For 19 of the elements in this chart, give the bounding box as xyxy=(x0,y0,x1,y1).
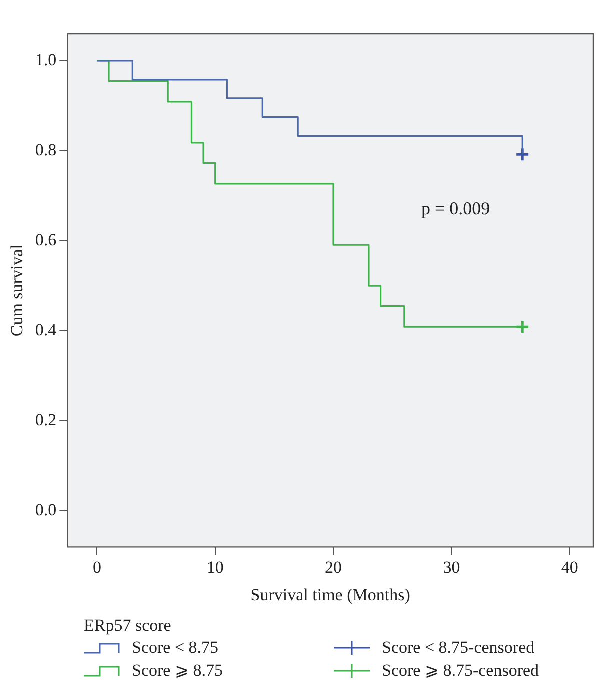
x-axis-title: Survival time (Months) xyxy=(250,585,410,604)
y-tick-label: 0.6 xyxy=(35,230,57,250)
x-tick-label: 20 xyxy=(325,558,342,577)
y-tick-label: 0.8 xyxy=(35,140,57,160)
legend-title: ERp57 score xyxy=(84,616,172,636)
x-tick-label: 10 xyxy=(206,558,224,577)
legend-label: Score ⩾ 8.75 xyxy=(132,660,223,681)
x-tick-label: 0 xyxy=(92,558,102,577)
y-tick-label: 0.0 xyxy=(35,500,57,520)
y-tick-label: 0.2 xyxy=(35,410,57,430)
annotation: p = 0.009 xyxy=(422,198,490,219)
legend-label: Score < 8.75-censored xyxy=(382,638,535,658)
legend-label: Score < 8.75 xyxy=(132,638,219,658)
x-tick-label: 30 xyxy=(443,558,460,577)
legend-label: Score ⩾ 8.75-censored xyxy=(382,660,540,681)
y-axis-title: Cum survival xyxy=(8,244,27,337)
y-tick-label: 0.4 xyxy=(35,320,58,340)
y-tick-label: 1.0 xyxy=(35,50,57,70)
x-tick-label: 40 xyxy=(561,558,578,577)
